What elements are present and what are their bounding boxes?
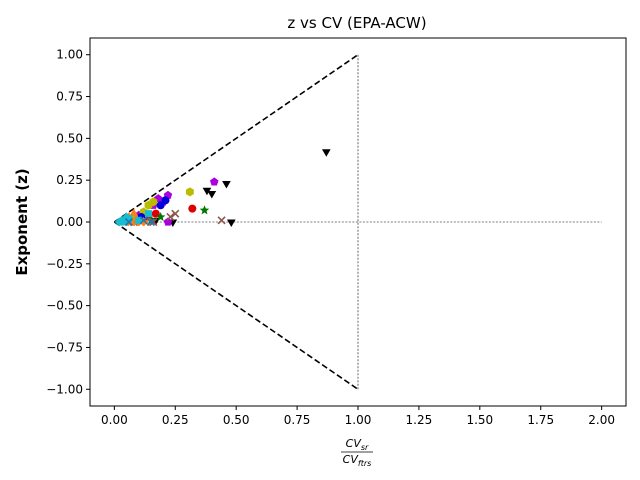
x-label-denominator: CVftrs (343, 453, 372, 468)
x-tick-label: 1.00 (345, 413, 372, 427)
data-point (199, 205, 210, 215)
data-point (156, 201, 165, 210)
x-label-numerator: CVsr (346, 437, 369, 452)
y-tick-label: 0.50 (56, 131, 83, 145)
y-tick-label: 1.00 (56, 48, 83, 62)
x-tick-label: 1.50 (466, 413, 493, 427)
data-point (139, 216, 148, 225)
data-point (217, 216, 226, 225)
chart-title: z vs CV (EPA-ACW) (287, 14, 426, 32)
data-point (226, 219, 236, 227)
data-point (322, 149, 331, 157)
reference-line-1 (113, 221, 359, 390)
x-tick-label: 0.50 (223, 413, 250, 427)
data-point (222, 181, 231, 189)
data-point (155, 211, 166, 222)
data-point (207, 191, 217, 199)
x-tick-label: 1.75 (527, 413, 554, 427)
y-tick-label: 0.00 (56, 215, 83, 229)
x-tick-label: 2.00 (588, 413, 615, 427)
data-point (135, 216, 143, 224)
series-10 (114, 212, 132, 227)
data-point (171, 209, 180, 218)
data-point (202, 187, 212, 196)
series-11 (124, 216, 155, 227)
data-point (185, 187, 194, 197)
x-axis-label: CVsr CVftrs (341, 437, 373, 468)
data-point (149, 217, 158, 227)
data-point (124, 217, 134, 227)
data-point (188, 204, 197, 213)
y-tick-label: 0.75 (56, 90, 83, 104)
x-tick-label: 0.75 (284, 413, 311, 427)
data-point (161, 196, 170, 205)
y-tick-label: −0.25 (46, 257, 83, 271)
data-point (149, 197, 158, 207)
x-tick-label: 0.25 (162, 413, 189, 427)
x-tick-label: 1.25 (406, 413, 433, 427)
reference-line-0 (113, 54, 359, 223)
x-tick-label: 0.00 (101, 413, 128, 427)
y-axis-label: Exponent (z) (13, 168, 31, 275)
data-point (166, 212, 175, 222)
series-0 (151, 149, 331, 227)
y-tick-label: −1.00 (46, 382, 83, 396)
data-point (209, 177, 219, 186)
data-point (144, 210, 152, 218)
data-point (117, 215, 127, 225)
y-tick-label: −0.75 (46, 340, 83, 354)
y-tick-label: 0.25 (56, 173, 83, 187)
data-point (163, 217, 173, 226)
data-point (146, 217, 155, 227)
y-tick-label: −0.50 (46, 299, 83, 313)
